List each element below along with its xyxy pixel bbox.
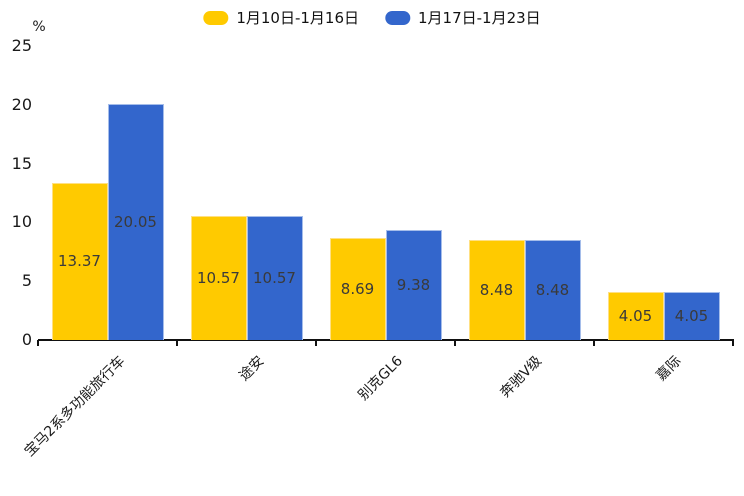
- bar-value-label: 13.37: [58, 252, 101, 271]
- x-axis-tick: [732, 340, 734, 346]
- x-axis-line: [38, 339, 734, 341]
- bar-value-label: 10.57: [197, 268, 240, 287]
- x-category-label: 途安: [235, 353, 267, 385]
- x-axis-tick: [454, 340, 456, 346]
- bar-series1-cat1: [51, 182, 108, 340]
- bar-series1-cat5: [607, 292, 664, 340]
- legend-label: 1月17日-1月23日: [418, 9, 541, 27]
- bar-value-label: 8.48: [479, 281, 514, 300]
- bar-value-label: 8.69: [340, 279, 375, 298]
- x-axis-tick: [593, 340, 595, 346]
- legend-swatch-icon: [385, 10, 410, 25]
- bar-series1-cat3: [329, 237, 386, 340]
- bar-series2-cat3: [385, 229, 442, 340]
- bar-value-label: 8.48: [535, 281, 570, 300]
- bar-series1-cat2: [190, 215, 247, 340]
- bar-series2-cat5: [663, 292, 720, 340]
- bar-value-label: 4.05: [618, 307, 653, 326]
- legend: 1月10日-1月16日 1月17日-1月23日: [203, 7, 541, 28]
- y-tick-label: 25: [11, 36, 32, 55]
- y-tick-label: 15: [11, 153, 32, 173]
- y-tick-label: 0: [21, 330, 32, 349]
- x-category-label: 宝马2系多功能旅行车: [21, 353, 128, 460]
- legend-item-series-2[interactable]: 1月17日-1月23日: [385, 7, 541, 28]
- x-axis-tick: [315, 340, 317, 346]
- y-tick-label: 5: [21, 271, 32, 291]
- bar-series2-cat4: [524, 240, 581, 340]
- bar-value-label: 20.05: [114, 213, 157, 232]
- x-category-label: 奔驰V级: [497, 353, 545, 401]
- y-tick-label: 10: [11, 212, 32, 232]
- bar-series1-cat4: [468, 240, 525, 340]
- bar-series2-cat1: [107, 104, 164, 340]
- bar-value-label: 10.57: [253, 268, 296, 287]
- legend-item-series-1[interactable]: 1月10日-1月16日: [203, 7, 359, 28]
- bar-series2-cat2: [246, 215, 303, 340]
- y-axis-unit-label: %: [32, 19, 46, 35]
- x-axis-tick: [176, 340, 178, 346]
- legend-swatch-icon: [203, 10, 229, 25]
- x-axis-tick: [37, 340, 39, 346]
- x-category-label: 别克GL6: [355, 353, 406, 404]
- x-category-label: 嘉际: [652, 353, 684, 385]
- bar-value-label: 4.05: [674, 307, 709, 326]
- y-tick-label: 20: [11, 94, 32, 114]
- bar-value-label: 9.38: [396, 275, 431, 294]
- legend-label: 1月10日-1月16日: [236, 9, 359, 27]
